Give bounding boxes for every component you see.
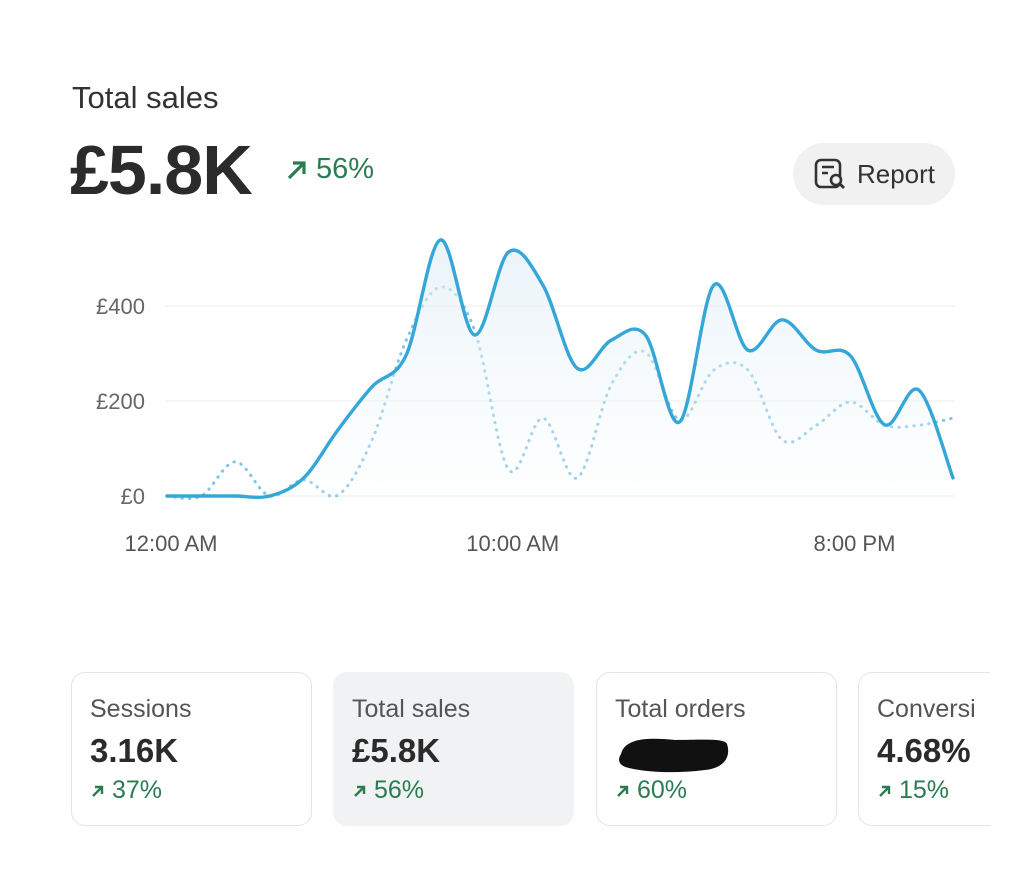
total-value: £5.8K (70, 131, 253, 209)
up-arrow-icon (92, 785, 104, 797)
up-arrow-icon (617, 785, 629, 797)
y-tick-label: £400 (96, 294, 145, 319)
card[interactable]: Total sales £5.8K 56% (333, 672, 574, 826)
sales-line (165, 238, 955, 500)
x-tick-label: 8:00 PM (814, 531, 896, 556)
card[interactable]: Total orders 60% (596, 672, 837, 826)
change-text: 56% (374, 776, 425, 804)
card-label: Sessions (90, 695, 192, 723)
y-tick-label: £200 (96, 389, 145, 414)
x-tick-label: 10:00 AM (466, 531, 559, 556)
x-tick-label: 12:00 AM (125, 531, 218, 556)
change-text: 60% (637, 776, 688, 804)
y-tick-label: £0 (121, 484, 145, 509)
change: 56% (284, 153, 374, 186)
card-change: 15% (877, 776, 990, 805)
area-fill (167, 239, 953, 498)
card-label: Total sales (352, 695, 471, 723)
metric-cards: Sessions 3.16K 37% Total sales £5.8K 56%… (71, 672, 990, 832)
up-arrow-icon (287, 160, 306, 179)
card[interactable]: Sessions 3.16K 37% (71, 672, 312, 826)
card-change: 60% (615, 776, 818, 805)
card-label: Conversi (877, 695, 976, 723)
change-text: 15% (899, 776, 950, 804)
up-arrow-icon (354, 785, 366, 797)
card-change: 56% (352, 776, 555, 805)
card-label: Total orders (615, 695, 746, 723)
card-value: £5.8K (352, 732, 441, 769)
report-icon (814, 158, 845, 189)
redacted-value (615, 732, 818, 773)
change-text: 56% (316, 153, 375, 185)
redaction-scribble (619, 738, 729, 773)
report-label: Report (856, 158, 936, 189)
up-arrow-icon (879, 785, 891, 797)
card-value: 3.16K (90, 732, 179, 769)
change-text: 37% (112, 776, 163, 804)
report-button[interactable]: Report (793, 143, 955, 205)
card[interactable]: Conversi 4.68% 15% (858, 672, 990, 826)
chart: £0 £200 £400 12:00 AM 10:00 AM 8:00 PM (96, 238, 955, 556)
card-value: 4.68% (877, 732, 971, 769)
title: Total sales (72, 80, 219, 115)
card-change: 37% (90, 776, 293, 805)
